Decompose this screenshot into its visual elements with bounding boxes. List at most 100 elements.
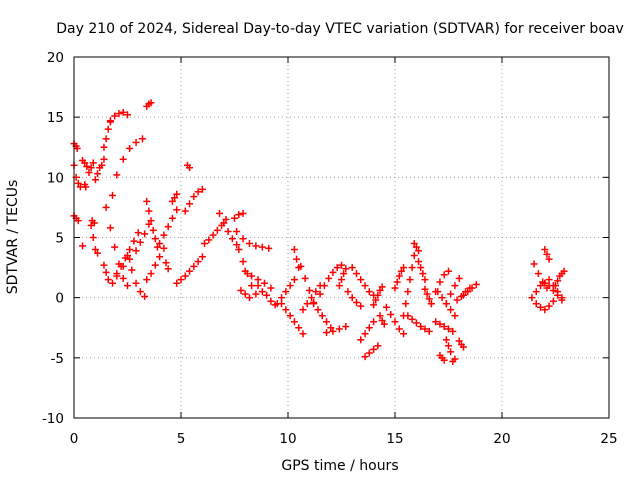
data-point (554, 277, 562, 285)
data-point (293, 255, 301, 263)
data-point (241, 290, 249, 298)
data-point (91, 176, 99, 184)
data-point (442, 300, 450, 308)
data-point (241, 267, 249, 275)
data-point (258, 243, 266, 251)
data-point (164, 223, 172, 231)
data-point (434, 288, 442, 296)
data-point (173, 206, 181, 214)
data-point (352, 298, 360, 306)
data-point (545, 276, 553, 284)
data-point (406, 276, 414, 284)
data-point (85, 169, 93, 177)
data-point (147, 99, 155, 107)
data-point (177, 276, 185, 284)
data-point (278, 300, 286, 308)
data-point (141, 230, 149, 238)
data-point (310, 300, 318, 308)
data-point (248, 282, 256, 290)
data-point (299, 306, 307, 314)
data-point (387, 311, 395, 319)
data-point (365, 324, 373, 332)
data-point (391, 318, 399, 326)
data-point (198, 185, 206, 193)
data-point (156, 253, 164, 261)
data-point (329, 327, 337, 335)
data-point (352, 270, 360, 278)
data-point (391, 284, 399, 292)
data-point (415, 247, 423, 255)
data-point (357, 336, 365, 344)
data-point (530, 260, 538, 268)
data-point (295, 324, 303, 332)
data-point (432, 318, 440, 326)
data-point (545, 255, 553, 263)
data-point (333, 264, 341, 272)
data-point (198, 253, 206, 261)
data-point (201, 240, 209, 248)
data-point (235, 246, 243, 254)
data-point (145, 207, 153, 215)
x-tick-label: 25 (600, 431, 617, 447)
data-point (233, 241, 241, 249)
data-point (370, 345, 378, 353)
data-point (143, 276, 151, 284)
data-point (395, 272, 403, 280)
data-point (186, 267, 194, 275)
data-point (100, 155, 108, 163)
data-point (423, 290, 431, 298)
data-point (102, 203, 110, 211)
y-tick-label: 5 (55, 231, 64, 247)
data-point (213, 226, 221, 234)
data-point (327, 324, 335, 332)
data-point (126, 144, 134, 152)
data-point (436, 278, 444, 286)
data-point (308, 294, 316, 302)
data-point (537, 282, 545, 290)
data-point (299, 330, 307, 338)
data-point (541, 246, 549, 254)
data-point (459, 343, 467, 351)
data-point (231, 214, 238, 222)
x-tick-label: 5 (177, 431, 186, 447)
data-point (558, 294, 566, 302)
data-point (447, 290, 455, 298)
data-point (361, 330, 369, 338)
data-point (325, 274, 333, 282)
data-point (560, 267, 568, 275)
data-point (376, 312, 384, 320)
data-point (442, 336, 450, 344)
data-point (109, 191, 117, 199)
data-point (104, 276, 112, 284)
data-point (378, 283, 386, 291)
data-point (402, 300, 410, 308)
x-axis-label: GPS time / hours (281, 458, 398, 474)
data-point (342, 323, 350, 331)
data-point (153, 243, 161, 251)
data-point (205, 236, 213, 244)
data-point (126, 246, 134, 254)
data-point (98, 161, 106, 169)
data-point (260, 279, 268, 287)
x-tick-label: 0 (70, 431, 79, 447)
data-point (393, 278, 401, 286)
data-point (440, 323, 448, 331)
data-point (136, 238, 144, 246)
data-point (132, 247, 140, 255)
data-point (320, 282, 328, 290)
data-point (464, 288, 472, 296)
data-point (245, 294, 253, 302)
data-point (138, 135, 146, 143)
data-point (380, 320, 388, 328)
data-point (440, 356, 448, 364)
data-point (267, 284, 275, 292)
data-point (338, 261, 345, 269)
data-point (263, 291, 271, 299)
data-point (181, 272, 189, 280)
data-point (162, 259, 170, 267)
data-point (528, 294, 536, 302)
data-point (532, 300, 540, 308)
data-point (335, 282, 343, 290)
chart-title: Day 210 of 2024, Sidereal Day-to-day VTE… (56, 21, 624, 37)
data-point (160, 231, 168, 239)
